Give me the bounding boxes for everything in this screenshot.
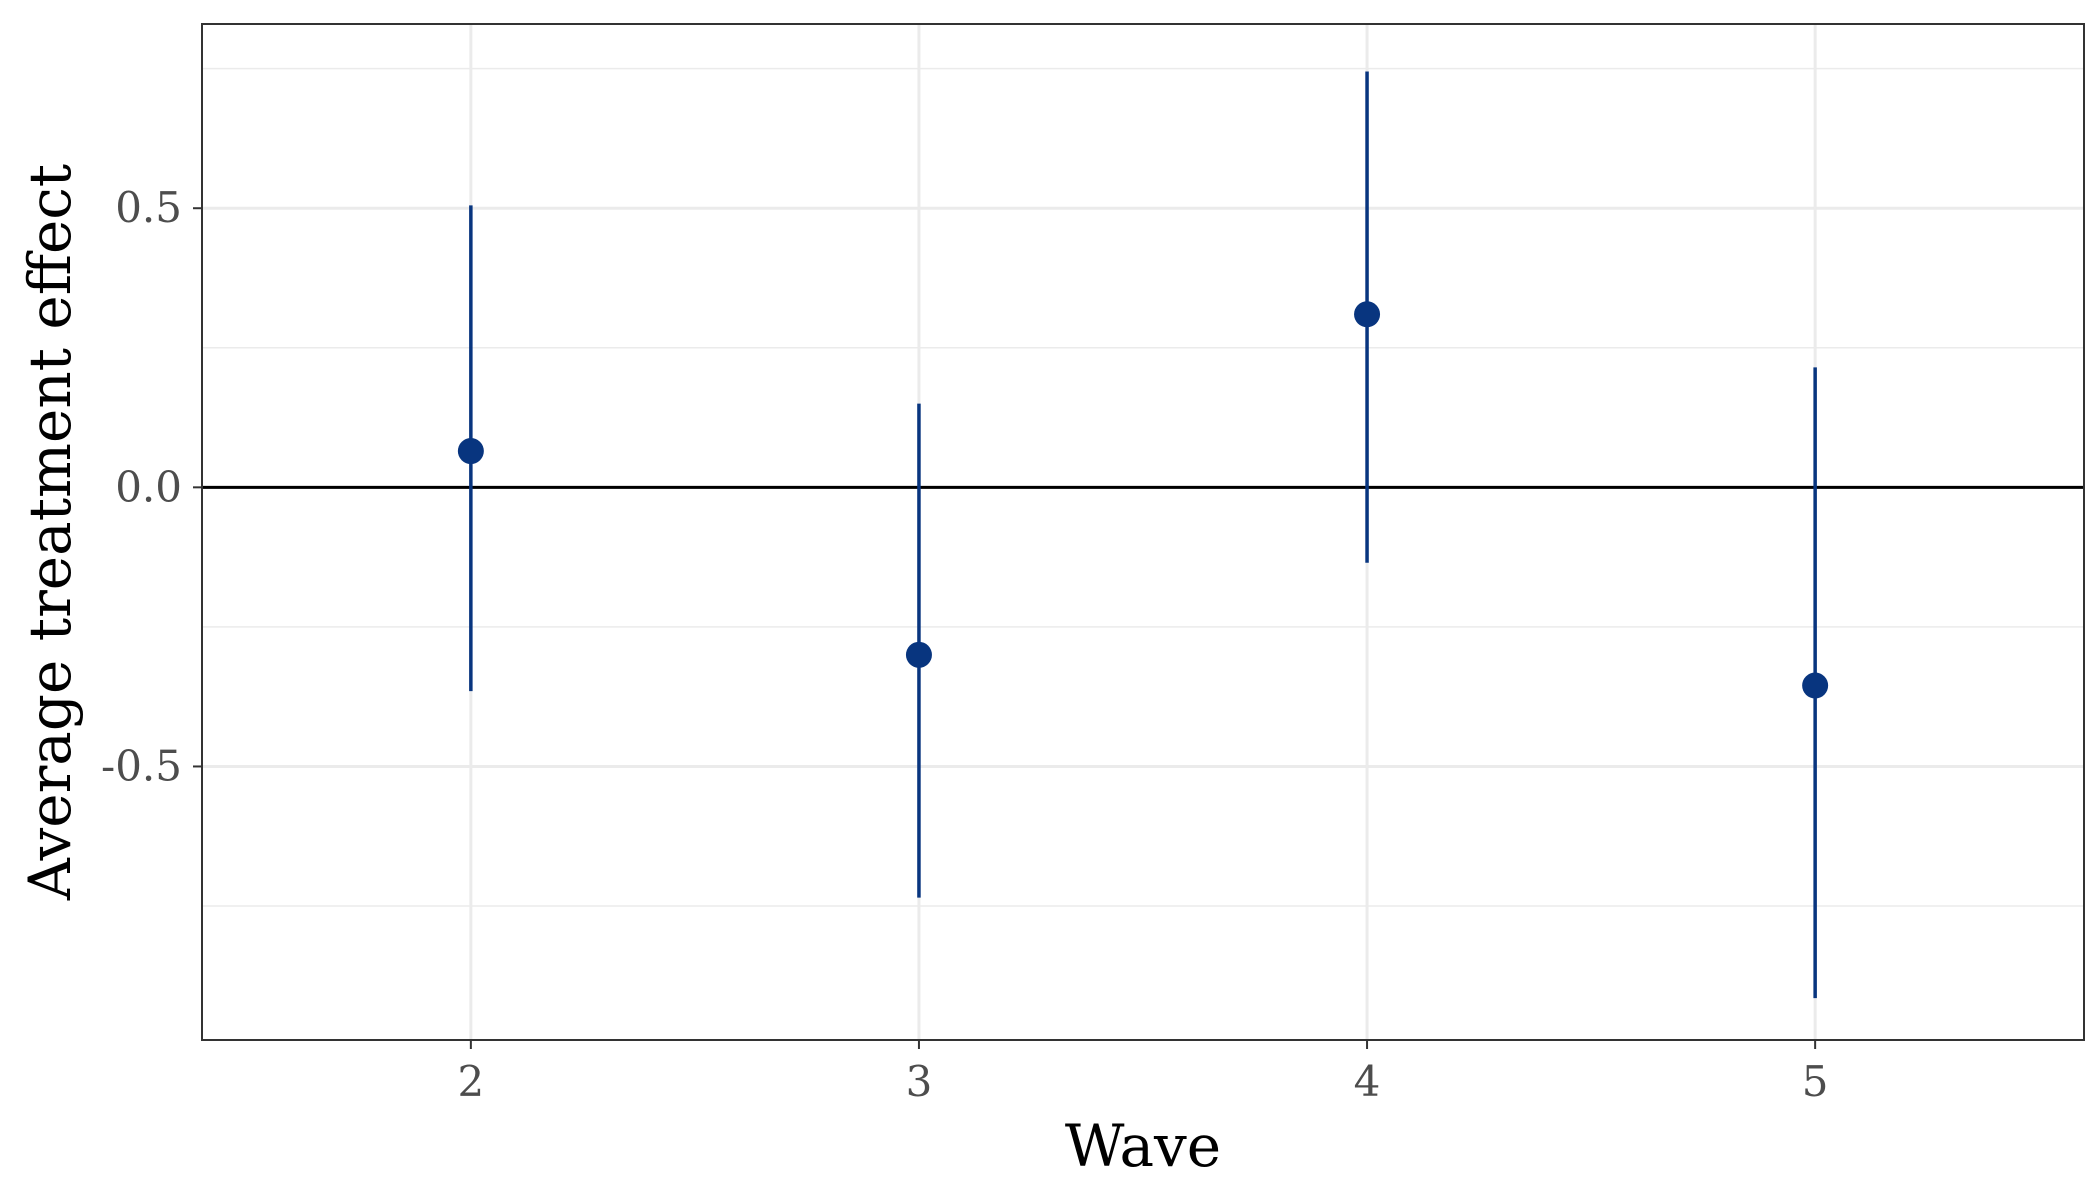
- x-tick-label: 3: [906, 1057, 933, 1106]
- y-tick-label: 0.0: [115, 462, 182, 511]
- y-axis-ticks: -0.5 0.0 0.5: [101, 183, 202, 790]
- data-marks: [457, 71, 1829, 999]
- panel-border: [201, 23, 2085, 1041]
- estimate-point: [457, 438, 484, 465]
- y-axis-title: Average treatment effect: [16, 164, 84, 901]
- y-tick-label: -0.5: [101, 741, 182, 790]
- x-tick-label: 4: [1354, 1057, 1381, 1106]
- plot-panel: [201, 23, 2085, 1041]
- x-tick-label: 2: [457, 1057, 484, 1106]
- x-axis-title: Wave: [1065, 1112, 1221, 1180]
- estimate-point: [1802, 672, 1829, 699]
- panel-background: [202, 24, 2084, 1040]
- estimate-point: [905, 641, 932, 668]
- x-axis-ticks: 2 3 4 5: [457, 1040, 1829, 1106]
- x-tick-label: 5: [1802, 1057, 1829, 1106]
- estimate-point: [1354, 301, 1381, 328]
- y-tick-label: 0.5: [115, 183, 182, 232]
